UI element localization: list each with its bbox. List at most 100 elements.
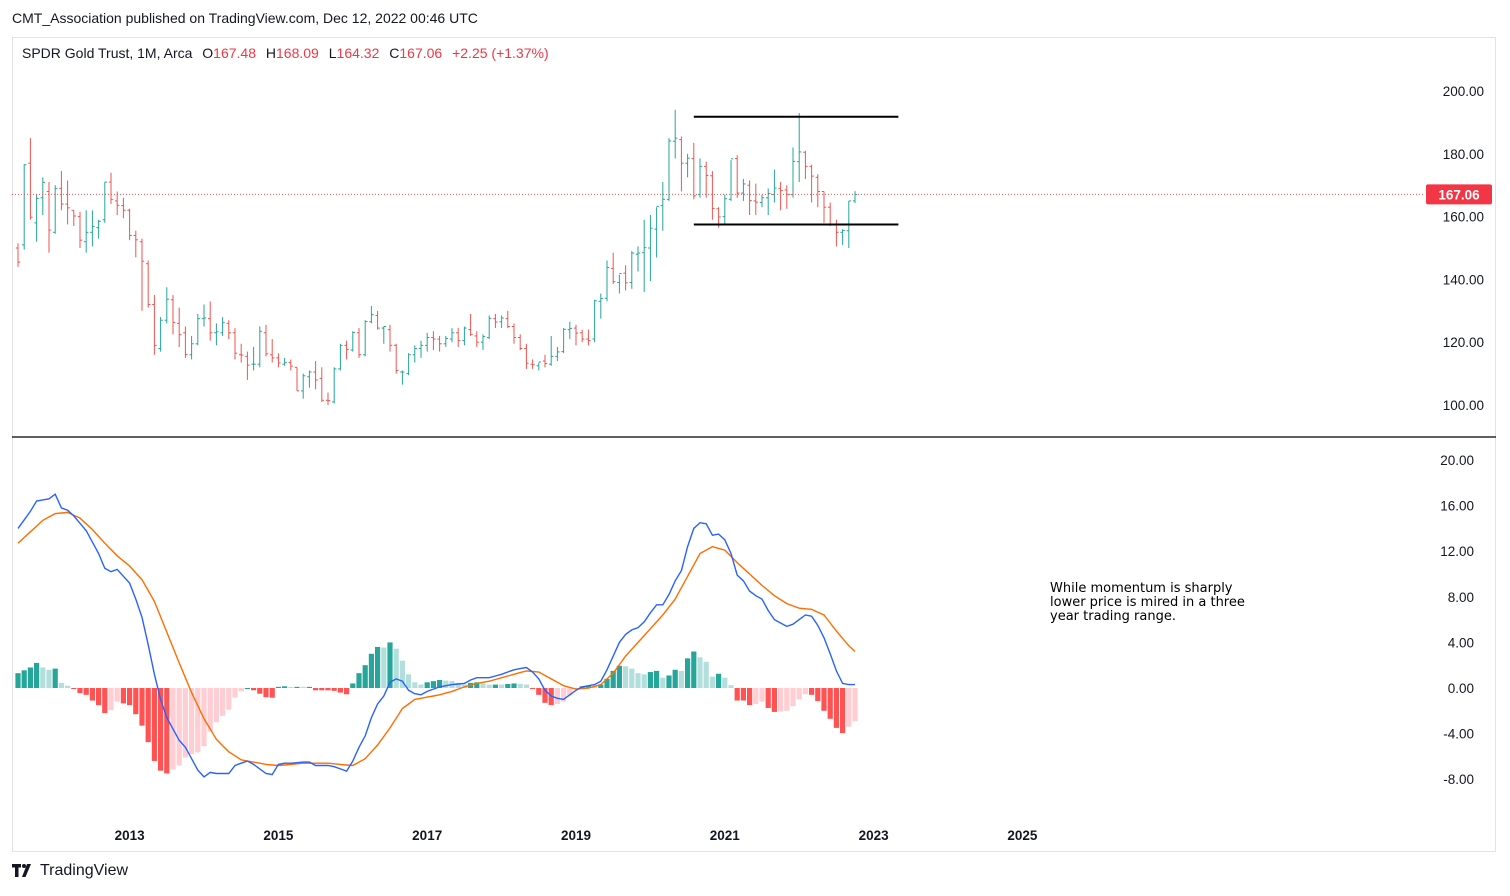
candle (418, 340, 424, 358)
candle (270, 339, 275, 363)
macd-histogram-bar (46, 669, 52, 688)
time-axis-label: 2021 (710, 828, 741, 843)
candle (592, 299, 597, 343)
candle (784, 185, 789, 209)
candle (536, 361, 541, 371)
macd-histogram-bar (300, 686, 306, 688)
candle (214, 323, 219, 346)
macd-histogram-bar (455, 682, 461, 688)
candle (189, 335, 194, 360)
candle (691, 142, 696, 200)
candle (96, 219, 101, 239)
macd-histogram-bar (27, 667, 33, 688)
candle (208, 301, 213, 341)
macd-histogram-bar (362, 665, 368, 688)
symbol-name: SPDR Gold Trust, 1M, Arca (22, 45, 193, 61)
macd-histogram-bar (647, 672, 653, 688)
macd-histogram-bar (815, 688, 821, 702)
candle (375, 310, 380, 330)
macd-histogram-bar (65, 685, 71, 688)
macd-histogram-bar (21, 670, 27, 688)
tradingview-logo-icon (12, 864, 31, 877)
candle (232, 328, 238, 360)
macd-histogram-bar (809, 688, 815, 695)
candle (34, 194, 39, 242)
candle (598, 293, 603, 319)
macd-histogram-bar (821, 688, 827, 711)
macd-histogram-bar (685, 658, 691, 688)
candle (753, 183, 758, 216)
macd-histogram-bar (294, 686, 300, 688)
candle (840, 229, 845, 245)
change-value: +2.25 (+1.37%) (452, 45, 549, 61)
macd-histogram-bar (778, 688, 784, 712)
macd-histogram-bar (697, 657, 703, 688)
open-label: O (202, 45, 214, 61)
chart-annotation-line: year trading range. (1050, 609, 1176, 624)
macd-histogram-bar (486, 684, 492, 688)
candle (666, 138, 672, 201)
macd-histogram-bar (263, 688, 269, 698)
macd-histogram-bar (108, 688, 114, 711)
macd-histogram-bar (852, 688, 858, 722)
candle (102, 181, 107, 223)
candle (759, 194, 765, 208)
candle (183, 326, 188, 358)
macd-histogram-bar (127, 688, 133, 706)
candle (400, 370, 405, 385)
candle (852, 191, 858, 204)
low-label: L (328, 45, 337, 61)
candle (549, 335, 554, 366)
candle (710, 171, 715, 220)
macd-histogram-bar (151, 688, 157, 761)
candle (815, 174, 820, 208)
macd-histogram-bar (344, 688, 350, 695)
macd-histogram-bar (77, 688, 83, 694)
candle (778, 182, 783, 211)
open-value: 167.48 (213, 45, 256, 61)
candle (673, 109, 678, 159)
candle (301, 373, 306, 399)
candle (257, 326, 262, 368)
macd-histogram-bar (331, 688, 337, 691)
time-axis-label: 2017 (412, 828, 442, 843)
candle (226, 320, 231, 340)
macd-histogram-bar (182, 688, 188, 758)
macd-histogram-bar (40, 667, 46, 688)
candle (629, 251, 634, 289)
candle (338, 343, 343, 371)
candle (319, 367, 324, 402)
candle (449, 328, 455, 343)
candle (59, 171, 64, 211)
candle (797, 112, 802, 183)
macd-histogram-bar (238, 688, 244, 692)
candle (474, 331, 479, 347)
macd-histogram-bar (691, 651, 697, 688)
candle (239, 343, 244, 363)
candle (90, 210, 95, 247)
candle (586, 329, 591, 346)
tradingview-logo[interactable]: TradingView (12, 862, 128, 880)
candle (406, 353, 411, 376)
macd-histogram-bar (424, 682, 430, 688)
macd-histogram-bar (747, 688, 753, 706)
macd-histogram-bar (201, 688, 207, 747)
candle (251, 346, 256, 371)
symbol-legend[interactable]: SPDR Gold Trust, 1M, Arca O167.48 H168.0… (22, 45, 549, 61)
candle (654, 206, 659, 258)
candle (65, 180, 70, 225)
candle (28, 138, 33, 220)
candle (325, 392, 331, 405)
macd-histogram-bar (740, 688, 746, 701)
candle (245, 351, 250, 380)
candle (164, 287, 169, 324)
candle (555, 346, 560, 362)
macd-histogram-bar (530, 688, 536, 689)
time-axis-label: 2013 (115, 828, 146, 843)
macd-histogram-bar (71, 688, 77, 689)
candle (294, 366, 300, 392)
macd-histogram-bar (34, 662, 40, 688)
macd-histogram-bar (722, 677, 728, 688)
candle (332, 367, 337, 404)
